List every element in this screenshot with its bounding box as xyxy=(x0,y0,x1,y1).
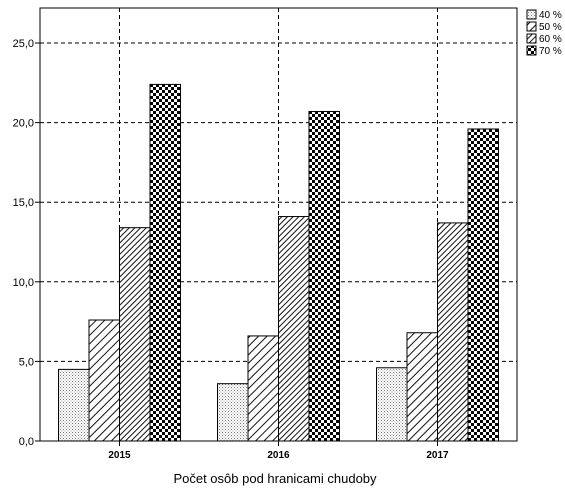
legend-label: 70 % xyxy=(539,46,562,57)
y-axis: 0,0 5,0 10,0 15,0 20,0 25,0 xyxy=(13,38,40,448)
legend-swatch xyxy=(526,21,537,32)
legend-label: 40 % xyxy=(539,10,562,21)
legend: 40 %50 %60 %70 % xyxy=(526,9,562,57)
y-tick-label: 25,0 xyxy=(13,38,34,50)
bar xyxy=(467,128,499,442)
bar xyxy=(406,332,438,442)
bar xyxy=(278,216,310,442)
x-axis-label: Počet osôb pod hranicami chudoby xyxy=(173,471,377,486)
y-tick-label: 10,0 xyxy=(13,277,34,289)
y-tick-label: 5,0 xyxy=(19,356,34,368)
legend-label: 60 % xyxy=(539,34,562,45)
bars xyxy=(58,83,499,442)
x-axis: 2015 2016 2017 xyxy=(108,441,449,461)
bar xyxy=(308,110,340,442)
bar xyxy=(88,319,120,442)
x-tick-label: 2015 xyxy=(108,450,131,461)
y-tick-label: 0,0 xyxy=(19,436,34,448)
bar xyxy=(376,367,408,442)
bar xyxy=(149,83,181,442)
x-tick-label: 2017 xyxy=(426,450,449,461)
bar xyxy=(247,335,279,442)
legend-swatch xyxy=(526,33,537,44)
bar xyxy=(58,368,90,442)
legend-swatch xyxy=(526,9,537,20)
bar xyxy=(437,222,469,442)
y-tick-label: 20,0 xyxy=(13,118,34,130)
legend-swatch xyxy=(526,45,537,56)
y-tick-label: 15,0 xyxy=(13,197,34,209)
legend-label: 50 % xyxy=(539,22,562,33)
bar xyxy=(119,227,151,442)
bar xyxy=(217,383,249,442)
x-tick-label: 2016 xyxy=(267,450,290,461)
